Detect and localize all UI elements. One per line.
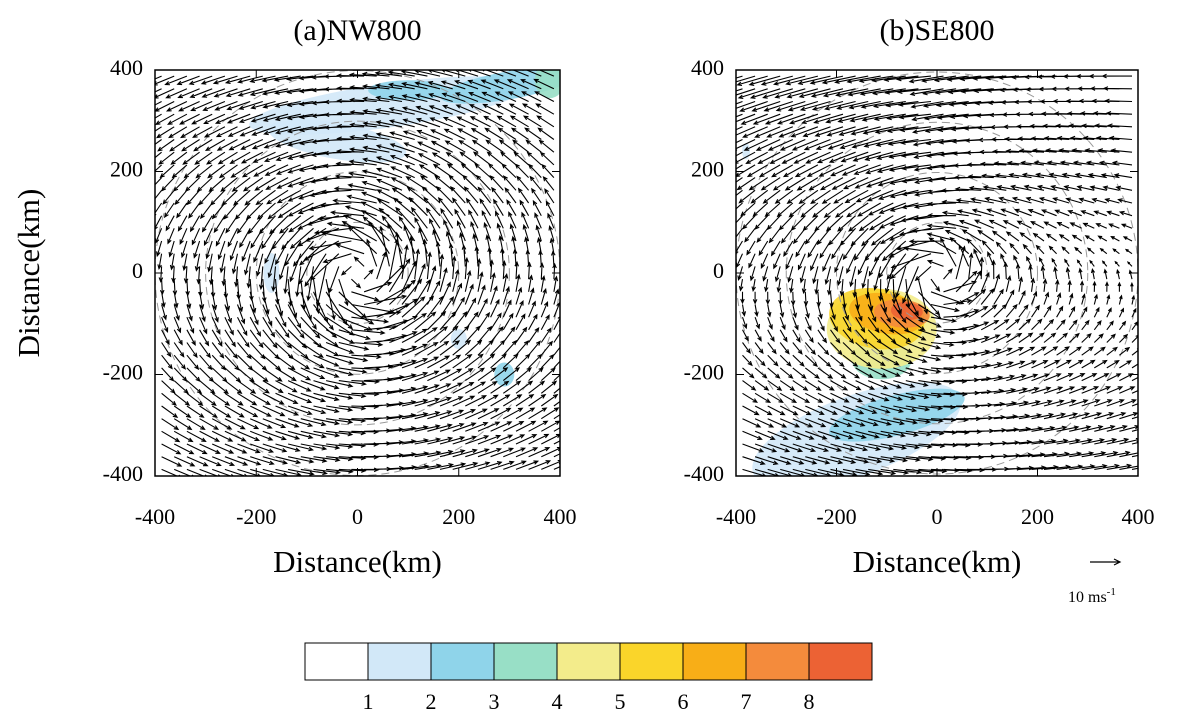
panel-title: (b)SE800 xyxy=(880,14,995,47)
shading xyxy=(742,143,751,160)
colorbar-label: 7 xyxy=(741,689,752,714)
y-tick-label: 0 xyxy=(713,258,724,283)
colorbar-box xyxy=(745,642,810,681)
x-tick-label: 0 xyxy=(352,504,363,529)
y-tick-label: -200 xyxy=(103,360,143,385)
y-tick-label: -400 xyxy=(684,461,724,486)
shading xyxy=(828,388,965,442)
plot-area xyxy=(736,71,1138,476)
reference-label-text: 10 ms xyxy=(1068,589,1107,606)
colorbar-box xyxy=(304,642,369,681)
range-ring xyxy=(886,222,988,324)
y-tick-label: -400 xyxy=(103,461,143,486)
colorbar-label: 8 xyxy=(804,689,815,714)
y-tick-label: -200 xyxy=(684,360,724,385)
shading xyxy=(534,70,560,99)
wind-vectors xyxy=(736,73,1138,476)
colorbar-box xyxy=(808,642,873,681)
colorbar-label: 3 xyxy=(489,689,500,714)
x-tick-label: -200 xyxy=(236,504,276,529)
y-tick-label: 400 xyxy=(691,55,724,80)
x-tick-label: -400 xyxy=(716,504,756,529)
y-tick-label: 0 xyxy=(132,258,143,283)
range-ring xyxy=(205,120,510,426)
reference-vector xyxy=(1090,558,1122,566)
x-axis-label: Distance(km) xyxy=(273,544,442,579)
reference-exponent: -1 xyxy=(1107,586,1116,598)
colorbar-label: 6 xyxy=(678,689,689,714)
y-tick-label: 200 xyxy=(110,157,143,182)
x-tick-label: 400 xyxy=(1122,504,1155,529)
colorbar-box xyxy=(430,642,495,681)
x-axis-label: Distance(km) xyxy=(853,544,1022,579)
colorbar-box xyxy=(556,642,621,681)
y-tick-label: 200 xyxy=(691,157,724,182)
panel-title: (a)NW800 xyxy=(293,14,421,47)
shading xyxy=(494,362,515,387)
x-tick-label: 400 xyxy=(544,504,577,529)
x-tick-label: -200 xyxy=(816,504,856,529)
range-ring xyxy=(836,172,1038,374)
reference-label: 10 ms-1 xyxy=(1068,586,1116,606)
x-tick-label: -400 xyxy=(135,504,175,529)
x-tick-label: 200 xyxy=(442,504,475,529)
colorbar-label: 1 xyxy=(363,689,374,714)
y-tick-label: 400 xyxy=(110,55,143,80)
colorbar-box xyxy=(619,642,684,681)
colorbar-box xyxy=(367,642,432,681)
colorbar-label: 4 xyxy=(552,689,563,714)
y-axis-label: Distance(km) xyxy=(11,189,46,358)
range-ring xyxy=(785,121,1089,425)
plot-area xyxy=(155,70,560,476)
colorbar-box xyxy=(682,642,747,681)
colorbar-label: 5 xyxy=(615,689,626,714)
x-tick-label: 200 xyxy=(1021,504,1054,529)
wind-vectors xyxy=(155,70,560,476)
colorbar-box xyxy=(493,642,558,681)
x-tick-label: 0 xyxy=(932,504,943,529)
colorbar-label: 2 xyxy=(426,689,437,714)
range-ring xyxy=(306,221,409,325)
